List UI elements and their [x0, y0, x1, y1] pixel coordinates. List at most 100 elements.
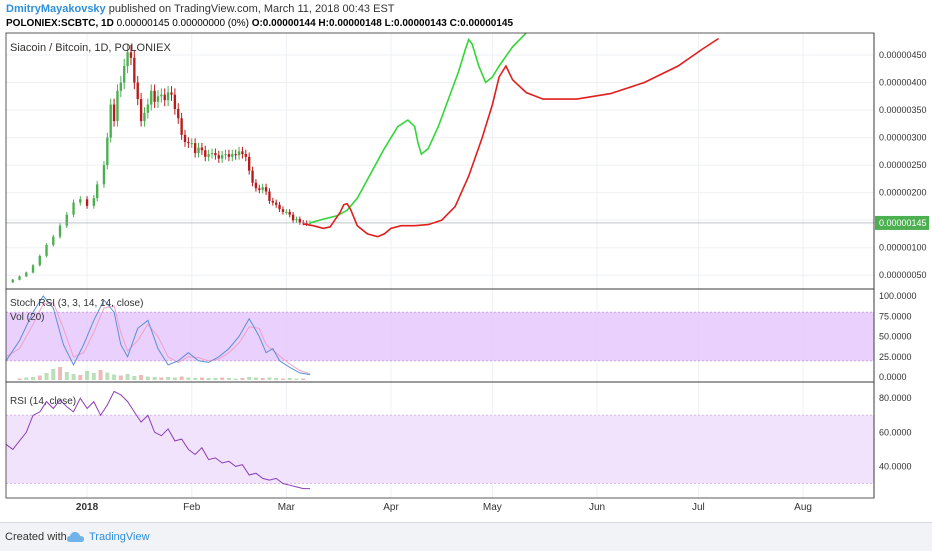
- candle-body: [187, 142, 190, 144]
- volume-bar: [105, 372, 110, 380]
- price-tick-label: 0.00000050: [879, 270, 927, 280]
- price-tick-label: 0.00000400: [879, 78, 927, 88]
- time-tick-label: May: [483, 502, 502, 513]
- rsi-line: [5, 390, 310, 490]
- time-tick-label: Feb: [183, 502, 201, 513]
- time-tick-label: Apr: [383, 502, 399, 513]
- tradingview-cloud-icon: [67, 532, 84, 542]
- series-layer: [5, 32, 874, 490]
- last-price-badge: [875, 215, 929, 230]
- candle-body: [258, 188, 261, 190]
- rsi-band: [6, 415, 874, 484]
- volume-bar: [294, 378, 299, 380]
- candle-body: [52, 236, 55, 245]
- stoch-tick-label: 100.0000: [879, 291, 917, 301]
- candle-body: [247, 156, 251, 171]
- candle-body: [291, 214, 295, 221]
- candle-body: [197, 147, 200, 154]
- candle-body: [224, 154, 227, 156]
- candle-body: [153, 90, 156, 102]
- grid-lines: [6, 33, 874, 498]
- candle-body: [264, 187, 268, 192]
- volume-bar: [139, 375, 144, 380]
- axis-labels: 2018 Feb Mar Apr May Jun Jul Aug 0.00000050 0.000…: [76, 50, 929, 513]
- volume-bar: [253, 377, 258, 380]
- volume-bar: [132, 376, 137, 380]
- candle-body: [241, 151, 244, 155]
- candle-body: [123, 66, 126, 83]
- candle-body: [207, 154, 210, 157]
- candle-body: [278, 204, 281, 210]
- indicator-bands: [6, 311, 874, 484]
- candle-body: [160, 94, 163, 97]
- rsi-tick-label: 80.0000: [879, 393, 912, 403]
- stoch-tick-label: 75.0000: [879, 311, 912, 321]
- candle-body: [38, 255, 41, 266]
- candle-body: [214, 153, 217, 156]
- green-projection-line: [309, 32, 527, 224]
- stoch-k-line: [5, 295, 311, 376]
- stoch-d-line: [5, 301, 311, 375]
- volume-bar: [247, 377, 252, 380]
- price-tick-label: 0.00000350: [879, 105, 927, 115]
- candle-body: [268, 191, 271, 201]
- last-price-label: 0.00000145: [879, 218, 927, 228]
- price-tick-label: 0.00000250: [879, 160, 927, 170]
- candle-body: [45, 244, 48, 256]
- volume-bar: [199, 377, 204, 380]
- stoch-tick-label: 25.0000: [879, 352, 912, 362]
- candle-body: [220, 155, 224, 159]
- stoch-tick-label: 0.0000: [879, 372, 907, 382]
- chart-area[interactable]: 2018 Feb Mar Apr May Jun Jul Aug 0.00000050 0.000…: [0, 31, 932, 521]
- candle-body: [173, 94, 177, 109]
- candle-body: [163, 94, 166, 101]
- candle-body: [143, 112, 146, 122]
- candle-body: [190, 143, 193, 145]
- candle-body: [129, 52, 133, 58]
- volume-bar: [206, 378, 211, 380]
- candle-body: [271, 200, 274, 203]
- volume-bar: [274, 378, 279, 380]
- candle-body: [231, 154, 234, 157]
- rsi-tick-label: 60.0000: [879, 427, 912, 437]
- candle-body: [193, 143, 197, 154]
- volume-bar: [233, 378, 238, 380]
- candle-body: [92, 198, 95, 206]
- stoch-overbought-band: [6, 312, 874, 361]
- price-tick-label: 0.00000450: [879, 50, 927, 60]
- volume-bar: [267, 377, 272, 380]
- candle-body: [281, 209, 285, 212]
- quote-label: 0.00000145 0.00000000 (0%): [116, 18, 249, 29]
- volume-bar: [64, 372, 69, 380]
- volume-bar: [287, 378, 292, 380]
- red-projection-line: [303, 37, 720, 238]
- rsi-tick-label: 40.0000: [879, 461, 912, 471]
- volume-bar: [125, 374, 130, 380]
- volume-bar: [58, 367, 63, 380]
- price-tick-label: 0.00000100: [879, 243, 927, 253]
- symbol-line: POLONIEX:SCBTC, 1D 0.00000145 0.00000000…: [6, 18, 513, 29]
- volume-bar: [145, 376, 150, 380]
- candle-body: [11, 279, 14, 283]
- author-link[interactable]: DmitryMayakovsky: [6, 3, 106, 15]
- candle-body: [295, 219, 298, 221]
- candle-body: [298, 219, 302, 223]
- published-text: published on TradingView.com, March 11, …: [108, 3, 395, 15]
- candle-body: [210, 153, 214, 155]
- candle-body: [237, 151, 241, 156]
- candle-body: [150, 90, 153, 105]
- ohlc-label: O:0.00000144 H:0.00000148 L:0.00000143 C…: [251, 18, 514, 29]
- tradingview-link[interactable]: TradingView: [89, 531, 150, 543]
- volume-bar: [78, 375, 83, 380]
- volume-bar: [98, 370, 103, 380]
- candle-body: [254, 182, 258, 189]
- volume-bar: [280, 378, 285, 380]
- candle-body: [217, 155, 220, 159]
- volume-bar: [112, 374, 117, 380]
- candle-body: [31, 265, 35, 273]
- candle-body: [204, 150, 207, 157]
- candle-body: [139, 99, 143, 122]
- time-tick-label: Jul: [692, 502, 705, 513]
- volume-title: Vol (20): [10, 312, 44, 323]
- candle-body: [58, 225, 62, 237]
